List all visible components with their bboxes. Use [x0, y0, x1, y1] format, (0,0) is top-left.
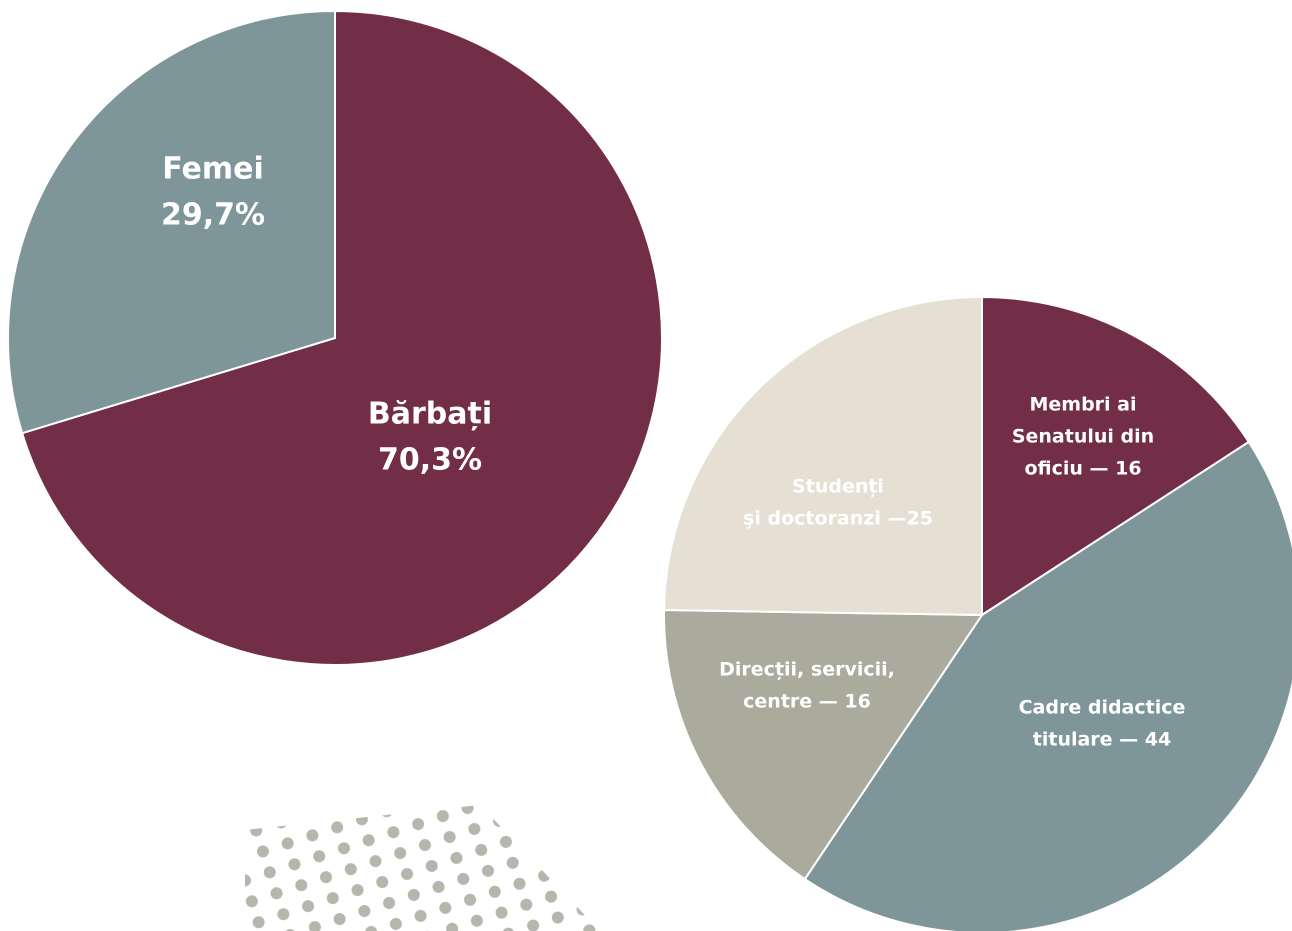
slice-label: 29,7% — [161, 198, 265, 233]
pie-slice — [20, 9, 663, 666]
slice-label: Direcții, servicii, — [719, 659, 895, 681]
dot-decoration — [245, 805, 600, 931]
slice-label: Membri ai — [1029, 394, 1136, 416]
slice-label: Bărbați — [368, 397, 492, 432]
slice-label: Femei — [162, 152, 264, 187]
charts: Bărbați 70,3% Femei 29,7% Membri ai Senatului… — [7, 9, 1292, 931]
pie-slice — [981, 295, 1251, 617]
pie-chart: Membri ai Senatului din oficiu — 16 Cadre d… — [663, 295, 1292, 931]
pie-chart: Bărbați 70,3% Femei 29,7% — [7, 9, 663, 666]
slice-label: 70,3% — [378, 443, 482, 478]
slice-label: Studenți — [792, 476, 884, 498]
pie-slice — [663, 609, 984, 881]
slice-label: Senatului din — [1012, 426, 1154, 448]
pie-slice — [803, 440, 1292, 931]
slice-label: titulare — 44 — [1033, 729, 1171, 751]
slice-label: Cadre didactice — [1019, 697, 1186, 719]
pie-slice — [663, 295, 983, 617]
slice-label: centre — 16 — [743, 691, 871, 713]
slice-label: şi doctoranzi —25 — [743, 508, 933, 530]
slice-label: oficiu — 16 — [1024, 458, 1141, 480]
pie-slice — [7, 9, 336, 435]
